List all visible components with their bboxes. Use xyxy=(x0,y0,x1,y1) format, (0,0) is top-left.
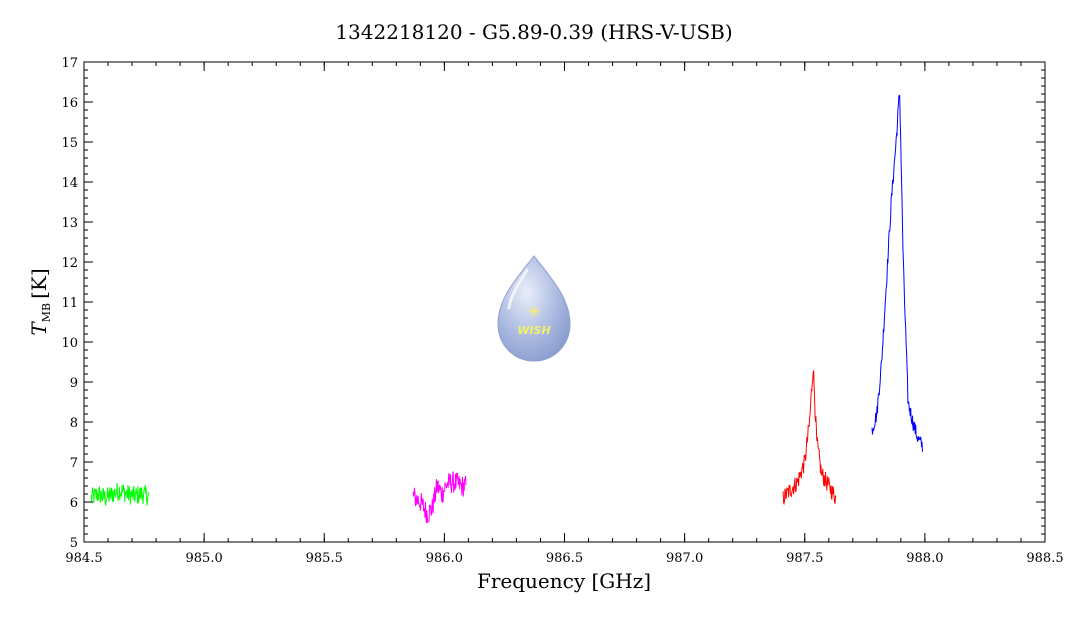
chart-title: 1342218120 - G5.89-0.39 (HRS-V-USB) xyxy=(335,20,732,44)
svg-text:TMB[K]: TMB [K] xyxy=(27,268,53,335)
wish-logo-text: WISH xyxy=(517,324,550,337)
x-tick-label: 987.5 xyxy=(786,551,823,566)
water-drop-icon xyxy=(497,255,571,362)
y-tick-label: 13 xyxy=(61,216,78,231)
plot-series xyxy=(90,94,923,524)
spectrum-series-4 xyxy=(871,94,923,452)
spectrum-series-1 xyxy=(90,482,150,506)
x-tick-label: 988.5 xyxy=(1026,551,1063,566)
x-axis-label: Frequency [GHz] xyxy=(477,569,651,593)
y-axis-label-unit: [K] xyxy=(27,268,51,299)
y-tick-label: 12 xyxy=(61,256,78,271)
axis-ticks xyxy=(83,61,1046,543)
y-tick-label: 7 xyxy=(70,456,78,471)
drop-highlight xyxy=(507,268,529,310)
x-tick-label: 985.5 xyxy=(306,551,343,566)
y-tick-label: 5 xyxy=(70,536,78,551)
y-axis-label-main: T xyxy=(27,321,51,336)
x-tick-label: 984.5 xyxy=(65,551,102,566)
wish-logo: ✳ WISH xyxy=(497,255,571,362)
star-icon: ✳ xyxy=(527,302,540,321)
y-tick-label: 8 xyxy=(70,416,78,431)
y-tick-label: 9 xyxy=(70,376,78,391)
y-tick-label: 17 xyxy=(61,56,78,71)
y-tick-label: 14 xyxy=(61,176,78,191)
spectrum-series-2 xyxy=(412,471,467,524)
y-axis-label-sub: MB xyxy=(40,303,53,322)
x-tick-labels: 984.5 985.0 985.5 986.0 986.5 987.0 987.5 988.0… xyxy=(65,551,1063,566)
x-tick-label: 986.0 xyxy=(426,551,463,566)
y-axis-label: TMB [K] xyxy=(27,268,53,335)
x-tick-label: 987.0 xyxy=(666,551,703,566)
y-tick-label: 11 xyxy=(61,296,78,311)
y-tick-label: 15 xyxy=(61,136,78,151)
y-tick-label: 10 xyxy=(61,336,78,351)
x-tick-label: 986.5 xyxy=(546,551,583,566)
x-tick-label: 985.0 xyxy=(186,551,223,566)
x-tick-label: 988.0 xyxy=(906,551,943,566)
y-tick-label: 6 xyxy=(70,496,78,511)
spectrum-series-3 xyxy=(782,370,837,506)
y-tick-label: 16 xyxy=(61,96,78,111)
y-tick-labels: 5 6 7 8 9 10 11 12 13 14 15 16 17 xyxy=(61,56,78,551)
